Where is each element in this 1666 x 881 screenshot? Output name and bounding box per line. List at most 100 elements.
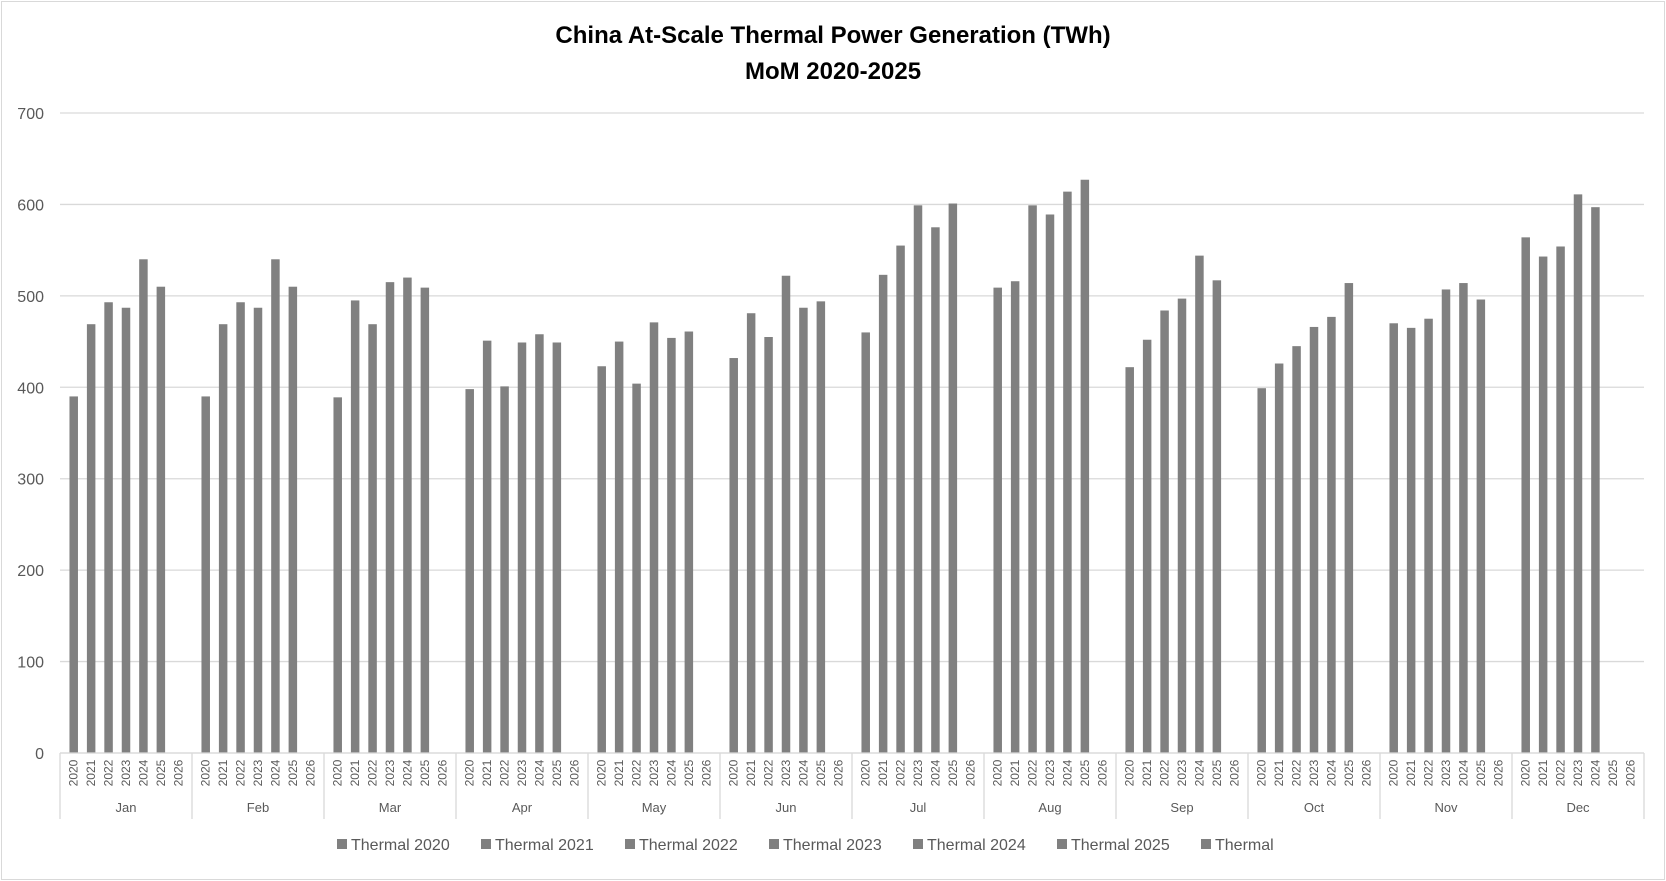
x-tick-year: 2020 (463, 759, 477, 786)
bar-mar-2025 (420, 287, 430, 753)
bar-mar-2020 (333, 397, 342, 753)
bar-sep-2020 (1125, 367, 1134, 753)
x-tick-year: 2020 (991, 759, 1005, 786)
bar-jan-2022 (104, 302, 113, 753)
bar-jan-2020 (69, 396, 78, 753)
bar-oct-2025 (1344, 283, 1354, 753)
month-label: Jun (776, 800, 797, 815)
x-tick-year: 2026 (567, 759, 581, 786)
legend-swatch (1201, 839, 1211, 849)
bar-jun-2021 (746, 313, 756, 753)
y-tick-label: 500 (17, 289, 44, 306)
x-tick-year: 2026 (831, 759, 845, 786)
gridlines (60, 112, 1644, 754)
bar-oct-2021 (1274, 363, 1284, 753)
legend-label: Thermal 2024 (927, 837, 1026, 854)
x-tick-year: 2020 (67, 759, 81, 786)
bar-nov-2021 (1406, 327, 1416, 753)
chart-subtitle: MoM 2020-2025 (745, 58, 921, 85)
x-tick-year: 2022 (630, 759, 644, 786)
x-tick-year: 2024 (532, 759, 546, 786)
month-label: Mar (379, 800, 402, 815)
y-tick-label: 100 (17, 655, 44, 672)
bar-oct-2022 (1292, 346, 1301, 753)
legend-label: Thermal (1215, 837, 1274, 854)
legend-label: Thermal 2022 (639, 837, 738, 854)
x-tick-year: 2024 (1324, 759, 1338, 786)
bar-nov-2022 (1424, 318, 1433, 753)
x-tick-year: 2021 (744, 759, 758, 786)
x-tick-year: 2020 (199, 759, 213, 786)
x-tick-year: 2021 (876, 759, 890, 786)
x-tick-year: 2026 (1491, 759, 1505, 786)
bar-jul-2025 (948, 203, 958, 753)
bar-apr-2022 (500, 386, 509, 753)
bar-dec-2022 (1556, 246, 1565, 753)
x-tick-year: 2021 (612, 759, 626, 786)
x-tick-year: 2023 (911, 759, 925, 786)
legend-label: Thermal 2023 (783, 837, 882, 854)
bar-nov-2025 (1476, 299, 1486, 753)
x-tick-year: 2024 (1192, 759, 1206, 786)
bar-jun-2022 (764, 337, 773, 753)
x-tick-year: 2024 (268, 759, 282, 786)
x-tick-year: 2021 (1008, 759, 1022, 786)
x-tick-year: 2021 (216, 759, 230, 786)
x-tick-year: 2023 (383, 759, 397, 786)
bar-oct-2023 (1309, 326, 1319, 753)
month-label: Jan (116, 800, 137, 815)
x-tick-year: 2023 (1307, 759, 1321, 786)
bar-feb-2024 (271, 259, 280, 753)
x-tick-year: 2025 (1606, 759, 1620, 786)
month-label: May (642, 800, 667, 815)
bar-oct-2020 (1257, 388, 1266, 753)
month-label: Jul (910, 800, 927, 815)
bar-mar-2021 (350, 300, 360, 753)
bar-nov-2023 (1441, 289, 1451, 753)
bar-feb-2022 (236, 302, 245, 753)
x-tick-year: 2021 (1140, 759, 1154, 786)
bar-mar-2024 (403, 277, 412, 753)
bar-jun-2024 (799, 307, 808, 753)
x-tick-year: 2025 (1078, 759, 1092, 786)
bar-dec-2024 (1591, 207, 1600, 753)
bar-dec-2021 (1538, 256, 1548, 753)
month-label: Apr (512, 800, 533, 815)
bar-jul-2020 (861, 332, 870, 753)
bar-aug-2025 (1080, 179, 1090, 753)
x-tick-year: 2022 (498, 759, 512, 786)
x-tick-year: 2025 (154, 759, 168, 786)
bar-nov-2024 (1459, 283, 1468, 753)
legend-label: Thermal 2020 (351, 837, 450, 854)
bar-may-2023 (649, 322, 659, 753)
x-tick-year: 2024 (928, 759, 942, 786)
x-tick-year: 2020 (331, 759, 345, 786)
bar-sep-2024 (1195, 255, 1204, 753)
x-tick-year: 2021 (1536, 759, 1550, 786)
y-tick-label: 0 (35, 746, 44, 763)
bar-jul-2023 (913, 205, 923, 754)
x-tick-year: 2025 (1474, 759, 1488, 786)
x-tick-year: 2021 (348, 759, 362, 786)
x-tick-year: 2022 (894, 759, 908, 786)
x-tick-year: 2026 (435, 759, 449, 786)
month-label: Oct (1304, 800, 1325, 815)
x-tick-year: 2025 (682, 759, 696, 786)
bar-jan-2024 (139, 259, 148, 753)
bar-apr-2021 (482, 340, 492, 753)
y-tick-label: 300 (17, 472, 44, 489)
x-tick-year: 2023 (779, 759, 793, 786)
bar-jan-2025 (156, 286, 166, 753)
month-label: Aug (1038, 800, 1061, 815)
bar-may-2021 (614, 341, 624, 753)
bar-nov-2020 (1389, 323, 1398, 753)
x-tick-year: 2022 (1422, 759, 1436, 786)
y-tick-label: 400 (17, 380, 44, 397)
bar-mar-2022 (368, 324, 377, 753)
bar-dec-2023 (1573, 194, 1583, 753)
bar-feb-2023 (253, 307, 263, 753)
legend: Thermal 2020 Thermal 2021 Thermal 2022 Ther… (337, 837, 1274, 854)
x-tick-year: 2022 (102, 759, 116, 786)
